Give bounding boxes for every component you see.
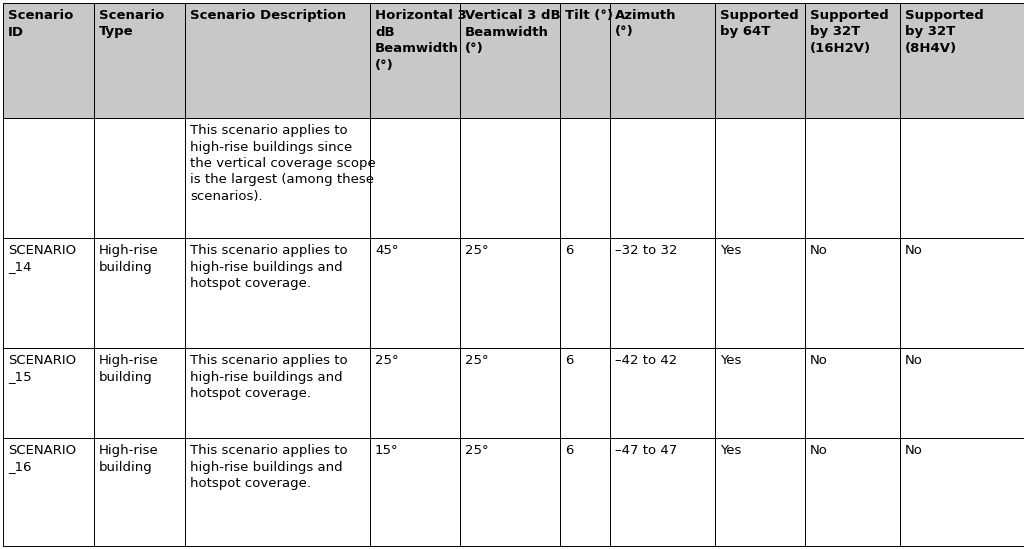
Text: Horizontal 3
dB
Beamwidth
(°): Horizontal 3 dB Beamwidth (°) (375, 9, 467, 71)
Bar (900, 348, 1024, 438)
Bar (560, 348, 610, 438)
Bar (94, 238, 185, 348)
Text: Tilt (°): Tilt (°) (565, 9, 613, 22)
Bar (460, 438, 560, 546)
Bar (560, 238, 610, 348)
Bar (370, 238, 460, 348)
Bar (460, 3, 560, 118)
Text: No: No (905, 244, 923, 257)
Bar (94, 438, 185, 546)
Text: Supported
by 32T
(16H2V): Supported by 32T (16H2V) (810, 9, 889, 55)
Bar (185, 348, 370, 438)
Text: 6: 6 (565, 444, 573, 457)
Bar (185, 238, 370, 348)
Text: High-rise
building: High-rise building (99, 444, 159, 473)
Text: SCENARIO
_16: SCENARIO _16 (8, 444, 76, 473)
Bar (94, 118, 185, 238)
Text: No: No (810, 444, 827, 457)
Bar (900, 3, 1024, 118)
Bar (560, 3, 610, 118)
Bar (370, 348, 460, 438)
Text: This scenario applies to
high-rise buildings and
hotspot coverage.: This scenario applies to high-rise build… (190, 244, 347, 290)
Text: No: No (810, 354, 827, 367)
Bar (715, 118, 805, 238)
Text: Supported
by 32T
(8H4V): Supported by 32T (8H4V) (905, 9, 984, 55)
Bar (715, 238, 805, 348)
Text: SCENARIO
_14: SCENARIO _14 (8, 244, 76, 273)
Bar (560, 118, 610, 238)
Bar (805, 348, 900, 438)
Text: 25°: 25° (465, 444, 488, 457)
Bar (185, 438, 370, 546)
Text: Scenario
ID: Scenario ID (8, 9, 74, 38)
Text: 25°: 25° (465, 354, 488, 367)
Bar (715, 3, 805, 118)
Text: Scenario Description: Scenario Description (190, 9, 346, 22)
Bar (715, 348, 805, 438)
Text: Supported
by 64T: Supported by 64T (720, 9, 799, 38)
Bar (3, 118, 94, 238)
Bar (805, 238, 900, 348)
Bar (3, 348, 94, 438)
Text: High-rise
building: High-rise building (99, 354, 159, 384)
Bar (460, 118, 560, 238)
Text: No: No (810, 244, 827, 257)
Bar (715, 438, 805, 546)
Bar (610, 348, 715, 438)
Text: This scenario applies to
high-rise buildings and
hotspot coverage.: This scenario applies to high-rise build… (190, 354, 347, 400)
Bar (900, 118, 1024, 238)
Text: –47 to 47: –47 to 47 (615, 444, 677, 457)
Bar (3, 238, 94, 348)
Bar (94, 3, 185, 118)
Text: –32 to 32: –32 to 32 (615, 244, 678, 257)
Text: Scenario
Type: Scenario Type (99, 9, 165, 38)
Text: 6: 6 (565, 354, 573, 367)
Text: This scenario applies to
high-rise buildings and
hotspot coverage.: This scenario applies to high-rise build… (190, 444, 347, 490)
Bar (610, 3, 715, 118)
Bar (610, 118, 715, 238)
Text: 25°: 25° (375, 354, 398, 367)
Text: SCENARIO
_15: SCENARIO _15 (8, 354, 76, 384)
Text: Vertical 3 dB
Beamwidth
(°): Vertical 3 dB Beamwidth (°) (465, 9, 560, 55)
Bar (900, 438, 1024, 546)
Bar (370, 438, 460, 546)
Text: 25°: 25° (465, 244, 488, 257)
Bar (805, 3, 900, 118)
Bar (805, 118, 900, 238)
Bar (460, 348, 560, 438)
Bar (94, 348, 185, 438)
Bar (610, 438, 715, 546)
Text: No: No (905, 444, 923, 457)
Bar (460, 238, 560, 348)
Text: 15°: 15° (375, 444, 398, 457)
Bar (805, 438, 900, 546)
Bar (900, 238, 1024, 348)
Bar (3, 3, 94, 118)
Text: Azimuth
(°): Azimuth (°) (615, 9, 677, 38)
Text: This scenario applies to
high-rise buildings since
the vertical coverage scope
i: This scenario applies to high-rise build… (190, 124, 376, 203)
Text: –42 to 42: –42 to 42 (615, 354, 677, 367)
Text: Yes: Yes (720, 444, 741, 457)
Text: High-rise
building: High-rise building (99, 244, 159, 273)
Text: Yes: Yes (720, 244, 741, 257)
Bar (370, 3, 460, 118)
Text: 45°: 45° (375, 244, 398, 257)
Text: No: No (905, 354, 923, 367)
Text: Yes: Yes (720, 354, 741, 367)
Bar (560, 438, 610, 546)
Text: 6: 6 (565, 244, 573, 257)
Bar (185, 118, 370, 238)
Bar (610, 238, 715, 348)
Bar (3, 438, 94, 546)
Bar (370, 118, 460, 238)
Bar (185, 3, 370, 118)
